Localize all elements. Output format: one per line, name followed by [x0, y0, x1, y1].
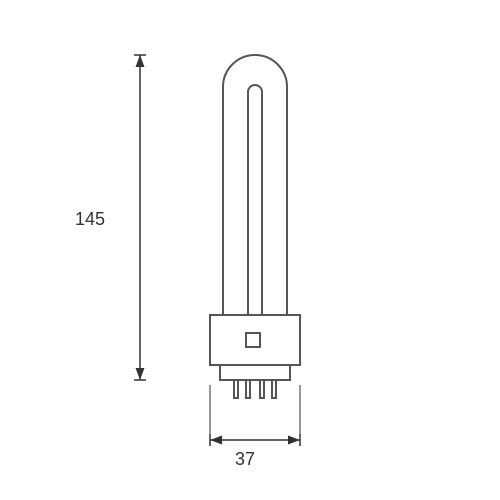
height-dimension-value: 145	[75, 209, 105, 229]
lamp-technical-drawing: 145 37	[0, 0, 500, 500]
lamp-outline	[210, 55, 300, 398]
width-dimension-value: 37	[235, 449, 255, 469]
